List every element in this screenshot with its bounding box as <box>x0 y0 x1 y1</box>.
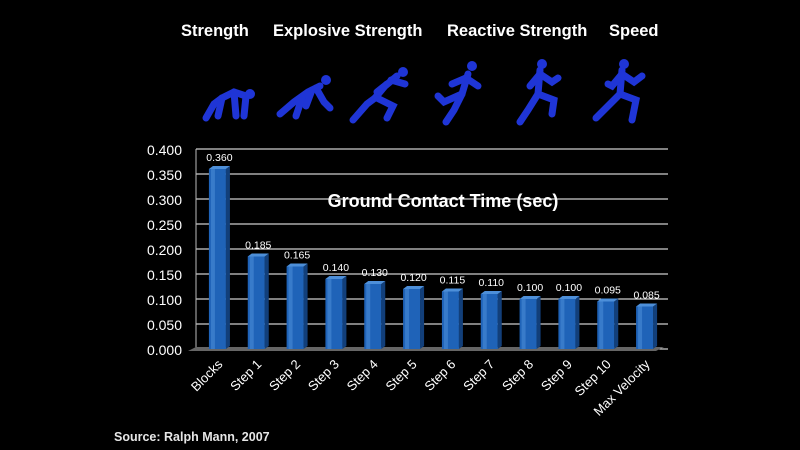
x-tick-label: Step 9 <box>538 357 575 394</box>
y-tick-label: 0.250 <box>147 217 182 233</box>
x-tick-label: Step 3 <box>305 357 342 394</box>
runner-max-speed-icon <box>592 59 646 124</box>
x-tick-label: Step 6 <box>421 357 458 394</box>
bar-side <box>458 288 463 349</box>
phase-label-reactive-strength: Reactive Strength <box>447 22 588 40</box>
runner-start-icon <box>276 75 334 120</box>
bar-side <box>225 166 230 349</box>
bar-side <box>536 296 541 349</box>
bar-value-label: 0.130 <box>362 267 388 279</box>
runner-blocks-icon <box>202 88 255 122</box>
bar-top <box>597 298 619 302</box>
bar-side <box>653 303 658 349</box>
bar-top <box>286 263 308 267</box>
bar-top <box>247 253 269 257</box>
bar-highlight <box>521 299 526 349</box>
bar-highlight <box>599 301 604 349</box>
bar-value-label: 0.095 <box>595 285 621 297</box>
x-tick-label: Step 2 <box>266 357 303 394</box>
y-tick-label: 0.100 <box>147 292 182 308</box>
bar-side <box>575 296 580 349</box>
bar-highlight <box>210 169 215 349</box>
bar-value-label: 0.115 <box>440 275 466 287</box>
bar-side <box>303 263 308 349</box>
runner-accelerate-icon <box>434 61 482 126</box>
bar-highlight <box>405 289 410 349</box>
phase-label-strength: Strength <box>181 22 249 40</box>
chart-title: Ground Contact Time (sec) <box>328 191 559 211</box>
y-tick-label: 0.050 <box>147 317 182 333</box>
x-tick-label: Step 7 <box>460 357 497 394</box>
bar-highlight <box>249 256 254 349</box>
bar-value-label: 0.185 <box>245 240 271 252</box>
runner-step-icon <box>349 67 409 124</box>
bar-value-label: 0.100 <box>517 282 543 294</box>
bar-highlight <box>327 279 332 349</box>
bar-top <box>636 303 658 307</box>
bar-highlight <box>560 299 565 349</box>
bar-highlight <box>482 294 487 349</box>
chart-floor <box>188 347 664 351</box>
bar-side <box>342 276 347 349</box>
phase-label-explosive-strength: Explosive Strength <box>273 22 423 40</box>
y-tick-label: 0.400 <box>147 142 182 158</box>
bar-value-label: 0.360 <box>206 152 232 164</box>
bar-top <box>325 276 347 279</box>
bar-top <box>364 281 386 284</box>
source-caption: Source: Ralph Mann, 2007 <box>114 430 270 444</box>
bar-side <box>614 298 619 349</box>
bar-value-label: 0.085 <box>633 290 659 302</box>
runner-upright-icon <box>516 59 562 126</box>
bar-highlight <box>443 291 448 349</box>
bar-highlight <box>638 306 643 349</box>
x-tick-label: Step 5 <box>383 357 420 394</box>
bar-top <box>441 288 463 292</box>
y-tick-label: 0.300 <box>147 192 182 208</box>
y-tick-label: 0.000 <box>147 342 182 358</box>
bar-value-label: 0.110 <box>479 277 505 289</box>
bar-value-label: 0.120 <box>400 272 426 284</box>
x-tick-label: Blocks <box>188 356 226 394</box>
bar-value-label: 0.100 <box>556 282 582 294</box>
y-tick-label: 0.150 <box>147 267 182 283</box>
y-tick-label: 0.200 <box>147 242 182 258</box>
bar-side <box>381 281 386 349</box>
bar-top <box>403 286 425 289</box>
bar-top <box>480 291 502 294</box>
bar-side <box>420 286 425 349</box>
bar-highlight <box>366 284 371 349</box>
bar-top <box>558 296 580 299</box>
bar-value-label: 0.140 <box>323 262 349 274</box>
phase-label-speed: Speed <box>609 22 659 40</box>
x-tick-label: Step 1 <box>227 357 264 394</box>
y-tick-label: 0.350 <box>147 167 182 183</box>
x-tick-label: Step 8 <box>499 357 536 394</box>
bar-value-label: 0.165 <box>284 250 310 262</box>
bar-top <box>208 166 230 169</box>
bar-top <box>519 296 541 299</box>
x-tick-label: Step 4 <box>344 357 381 394</box>
bar-side <box>264 253 269 349</box>
bar-side <box>497 291 502 349</box>
bar-highlight <box>288 266 293 349</box>
